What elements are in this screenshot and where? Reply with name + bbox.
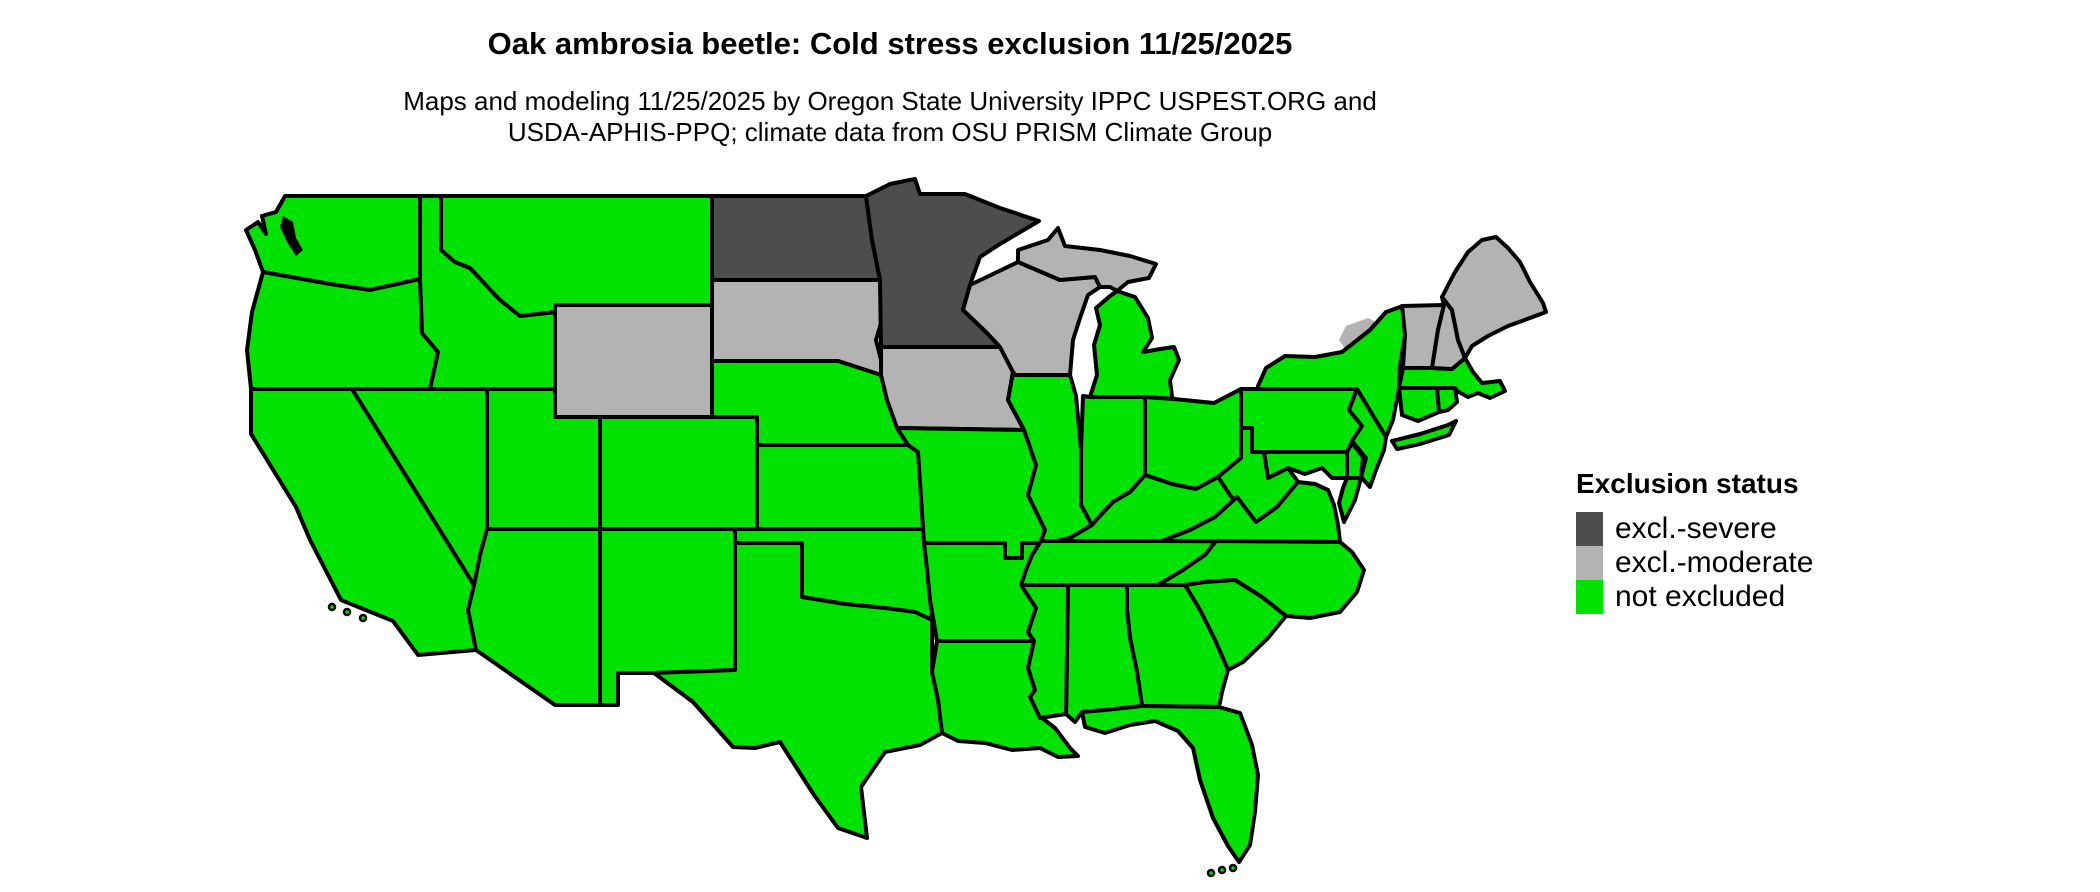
legend-label-moderate: excl.-moderate <box>1615 546 1814 579</box>
florida-key-1 <box>1217 865 1227 875</box>
puget-sound-shoreline <box>280 216 303 256</box>
florida-key-3 <box>1206 868 1216 878</box>
channel-island-2 <box>358 613 368 623</box>
map-subtitle-line2: USDA-APHIS-PPQ; climate data from OSU PR… <box>507 117 1273 147</box>
legend-row-not-excluded: not excluded <box>1576 580 1813 614</box>
legend: Exclusion status excl.-severe excl.-mode… <box>1576 468 1813 614</box>
legend-swatch-moderate <box>1576 546 1603 580</box>
legend-row-severe: excl.-severe <box>1576 512 1813 546</box>
legend-label-not-excluded: not excluded <box>1615 580 1786 613</box>
legend-swatch-severe <box>1576 512 1603 546</box>
map-subtitle-line1: Maps and modeling 11/25/2025 by Oregon S… <box>403 86 1377 116</box>
legend-label-severe: excl.-severe <box>1615 512 1777 545</box>
legend-row-moderate: excl.-moderate <box>1576 546 1813 580</box>
map-details <box>280 216 1238 878</box>
channel-island-3 <box>327 602 337 612</box>
channel-island-1 <box>342 607 352 617</box>
legend-swatch-not-excluded <box>1576 580 1603 614</box>
florida-key-2 <box>1228 863 1238 873</box>
legend-heading: Exclusion status <box>1576 468 1799 499</box>
state-borders <box>244 177 1548 864</box>
map-title: Oak ambrosia beetle: Cold stress exclusi… <box>487 26 1293 61</box>
